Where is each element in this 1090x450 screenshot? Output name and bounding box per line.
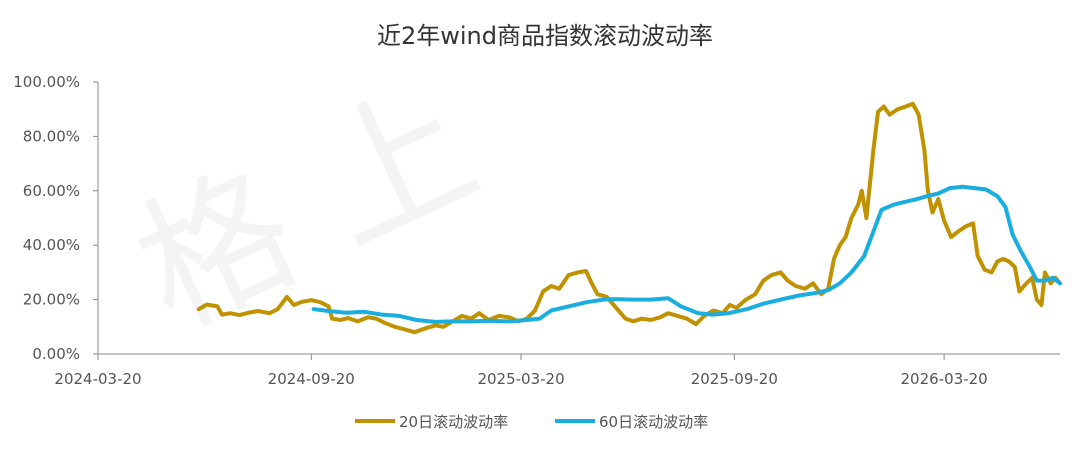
x-tick-label: 2025-09-20 xyxy=(691,370,778,388)
y-tick-label: 80.00% xyxy=(23,127,80,145)
legend-label-2: 60日滚动波动率 xyxy=(599,413,708,431)
axes: 0.00% 20.00% 40.00% 60.00% 80.00% 100.00% 2024… xyxy=(13,73,1060,388)
plot-area xyxy=(196,101,1062,335)
series-line-2 xyxy=(311,184,1062,324)
x-tick-label: 2024-09-20 xyxy=(268,370,355,388)
y-tick-label: 60.00% xyxy=(23,182,80,200)
x-tick-label: 2026-03-20 xyxy=(901,370,988,388)
y-tick-label: 0.00% xyxy=(32,345,80,363)
x-tick-label: 2025-03-20 xyxy=(477,370,564,388)
y-tick-label: 20.00% xyxy=(23,291,80,309)
y-tick-label: 40.00% xyxy=(23,236,80,254)
series-line-1 xyxy=(196,101,1062,335)
legend-label-1: 20日滚动波动率 xyxy=(399,413,508,431)
watermark: 格 上 xyxy=(112,57,501,362)
y-tick-label: 100.00% xyxy=(13,73,80,91)
legend: 20日滚动波动率 60日滚动波动率 xyxy=(355,413,708,431)
chart-title: 近2年wind商品指数滚动波动率 xyxy=(377,22,713,50)
x-tick-label: 2024-03-20 xyxy=(54,370,141,388)
